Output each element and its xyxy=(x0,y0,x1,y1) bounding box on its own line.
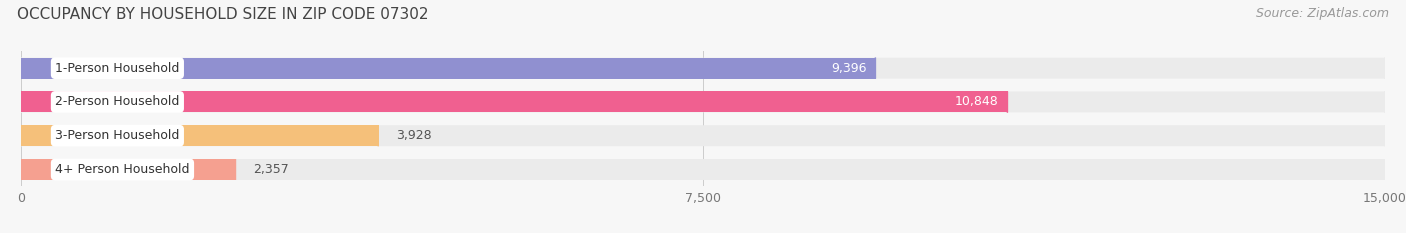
FancyBboxPatch shape xyxy=(21,125,1385,146)
Bar xyxy=(21,58,876,79)
Bar xyxy=(21,92,1007,112)
Bar xyxy=(21,125,378,146)
Text: 3,928: 3,928 xyxy=(396,129,432,142)
FancyBboxPatch shape xyxy=(21,159,1385,180)
Text: 10,848: 10,848 xyxy=(955,96,998,108)
Bar xyxy=(21,159,235,180)
Text: 2,357: 2,357 xyxy=(253,163,290,176)
Text: 4+ Person Household: 4+ Person Household xyxy=(55,163,190,176)
Text: 2-Person Household: 2-Person Household xyxy=(55,96,180,108)
Text: 3-Person Household: 3-Person Household xyxy=(55,129,180,142)
Text: Source: ZipAtlas.com: Source: ZipAtlas.com xyxy=(1256,7,1389,20)
FancyBboxPatch shape xyxy=(21,58,1385,79)
Text: OCCUPANCY BY HOUSEHOLD SIZE IN ZIP CODE 07302: OCCUPANCY BY HOUSEHOLD SIZE IN ZIP CODE … xyxy=(17,7,429,22)
FancyBboxPatch shape xyxy=(21,92,1385,112)
Text: 1-Person Household: 1-Person Household xyxy=(55,62,180,75)
Text: 9,396: 9,396 xyxy=(831,62,866,75)
